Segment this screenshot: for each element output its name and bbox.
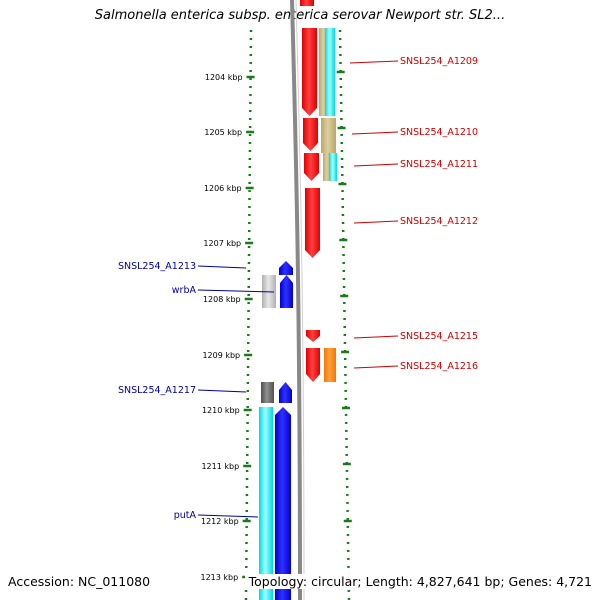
accession-text: Accession: NC_011080 [8, 574, 151, 589]
scale-label: 1211 kbp [201, 462, 239, 471]
label-leader-lines [197, 60, 399, 518]
gene-SNSL254-A1209-arrow [302, 28, 317, 116]
leader-line-right [353, 220, 399, 224]
gene-SNSL254-A1215-arrow [306, 330, 320, 342]
gene-label-snsl254-a1209: SNSL254_A1209 [400, 56, 478, 67]
scale-label: 1204 kbp [205, 73, 243, 82]
gene-SNSL254-A1210-block [321, 118, 336, 153]
gene-label-wrba: wrbA [172, 285, 197, 296]
gene-khaki-block [319, 28, 328, 116]
backbone-shadow [295, 0, 305, 600]
gene-putA-block [259, 407, 273, 600]
gene-SNSL254-A1210-arrow [303, 118, 318, 151]
gene-label-snsl254-a1211: SNSL254_A1211 [400, 159, 478, 170]
gene-putA-arrow [275, 407, 291, 600]
leader-line-left [197, 514, 259, 518]
right-dotted-ring [338, 29, 351, 600]
gene-label-snsl254-a1217: SNSL254_A1217 [118, 385, 196, 396]
leader-line-right [353, 335, 399, 339]
scale-label: 1207 kbp [203, 239, 241, 248]
leader-line-left [197, 389, 247, 393]
gene-SNSL254-A1211-arrow [304, 153, 319, 181]
gene-label-puta: putA [174, 510, 197, 521]
leader-line-left [197, 265, 247, 269]
scale-label: 1209 kbp [202, 351, 240, 360]
scale-label: 1212 kbp [201, 517, 239, 526]
leader-line-right [349, 60, 399, 64]
gene-SNSL254-A1212-arrow [305, 188, 320, 258]
gene-SNSL254-A1216-block [324, 348, 336, 382]
labels: SNSL254_A1209 SNSL254_A1210 SNSL254_A1211 S… [118, 56, 478, 521]
scale-label: 1213 kbp [200, 573, 238, 582]
scale-label: 1206 kbp [204, 184, 242, 193]
gene-features [259, 0, 337, 600]
gene-label-snsl254-a1216: SNSL254_A1216 [400, 361, 478, 372]
gene-SNSL254-A1217-arrow [279, 382, 292, 403]
gene-SNSL254-A1217-block [261, 382, 274, 403]
leader-line-right [353, 365, 399, 369]
gene-SNSL254-A1213-arrow [279, 261, 293, 275]
scale-ticks: 1204 kbp 1205 kbp 1206 kbp 1207 kbp 1208 kbp… [200, 70, 353, 582]
scale-label: 1208 kbp [203, 295, 241, 304]
gene-SNSL254-A1211-block [329, 153, 337, 181]
scale-label: 1205 kbp [204, 128, 242, 137]
gene-red-top [300, 0, 314, 6]
gene-SNSL254-A1216-arrow [306, 348, 320, 382]
topology-summary: Topology: circular; Length: 4,827,641 bp… [244, 574, 592, 589]
gene-label-snsl254-a1215: SNSL254_A1215 [400, 331, 478, 342]
scale-label: 1210 kbp [202, 406, 240, 415]
backbone-line [290, 0, 302, 600]
gene-cyan-block [325, 28, 335, 116]
gene-label-snsl254-a1210: SNSL254_A1210 [400, 127, 478, 138]
gene-khaki-block-2 [323, 153, 331, 181]
leader-line-right [353, 163, 399, 167]
leader-line-right [351, 131, 399, 135]
gene-label-snsl254-a1212: SNSL254_A1212 [400, 216, 478, 227]
left-dotted-ring [244, 29, 253, 600]
leader-line-left [197, 289, 275, 293]
gene-wrbA-arrow [280, 275, 293, 308]
gene-label-snsl254-a1213: SNSL254_A1213 [118, 261, 196, 272]
map-title: Salmonella enterica subsp. enterica sero… [94, 8, 506, 23]
backbone [290, 0, 305, 600]
